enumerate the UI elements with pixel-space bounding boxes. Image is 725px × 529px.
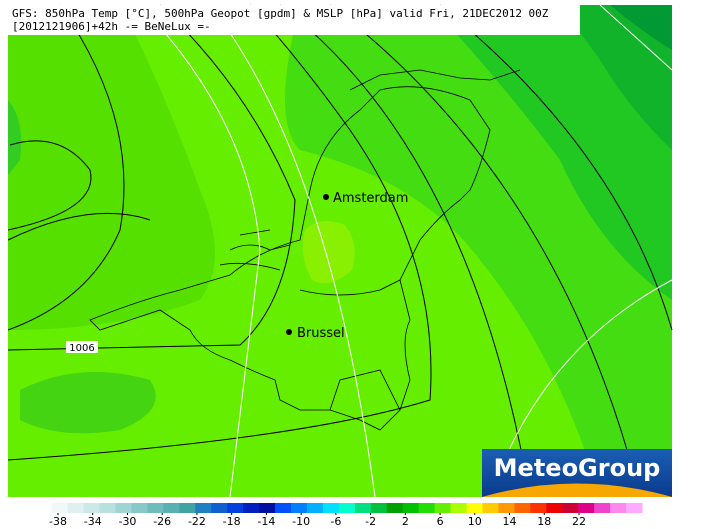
colorbar-swatch bbox=[259, 503, 276, 513]
colorbar-swatch bbox=[498, 503, 515, 513]
colorbar-swatch bbox=[115, 503, 132, 513]
colorbar-label: -30 bbox=[118, 515, 136, 528]
isobar-label-box bbox=[66, 341, 98, 353]
colorbar-swatch bbox=[179, 503, 196, 513]
colorbar-swatch bbox=[322, 503, 340, 513]
colorbar: -38 -34 -30 -26 -22 -18 -14 -10 -6 -2 2 6 10 14 18 22 bbox=[35, 503, 643, 528]
colorbar-swatch bbox=[338, 503, 356, 513]
temp-zone bbox=[430, 5, 672, 300]
colorbar-swatch bbox=[402, 503, 420, 513]
logo-arc bbox=[482, 483, 672, 497]
colorbar-swatch bbox=[99, 503, 116, 513]
colorbar-label: -22 bbox=[188, 515, 206, 528]
colorbar-swatch bbox=[35, 503, 53, 513]
colorbar-label: 14 bbox=[503, 515, 517, 528]
colorbar-label: 10 bbox=[468, 515, 482, 528]
colorbar-label: 6 bbox=[437, 515, 444, 528]
colorbar-swatch bbox=[211, 503, 228, 513]
colorbar-label: -2 bbox=[365, 515, 376, 528]
temp-zone bbox=[20, 372, 156, 434]
colorbar-swatch bbox=[51, 503, 69, 513]
colorbar-swatch bbox=[370, 503, 388, 513]
colorbar-label: -14 bbox=[257, 515, 275, 528]
colorbar-swatch bbox=[275, 503, 292, 513]
colorbar-label: -38 bbox=[49, 515, 67, 528]
city-label: Brussel bbox=[297, 326, 345, 341]
colorbar-swatch bbox=[562, 503, 579, 513]
temp-zone bbox=[610, 5, 672, 50]
temp-zone bbox=[302, 221, 355, 284]
colorbar-swatch bbox=[450, 503, 468, 513]
colorbar-label: -18 bbox=[223, 515, 241, 528]
temp-zone bbox=[8, 5, 215, 330]
colorbar-swatch bbox=[163, 503, 180, 513]
colorbar-label: -34 bbox=[84, 515, 102, 528]
city-marker bbox=[323, 194, 329, 200]
colorbar-swatch bbox=[243, 503, 260, 513]
temp-zone bbox=[8, 100, 22, 175]
colorbar-label: -10 bbox=[292, 515, 310, 528]
header-line: GFS: 850hPa Temp [°C], 500hPa Geopot [gp… bbox=[12, 7, 549, 20]
colorbar-label: -6 bbox=[330, 515, 341, 528]
colorbar-label: -26 bbox=[153, 515, 171, 528]
colorbar-label: 22 bbox=[572, 515, 586, 528]
logo: MeteoGroup bbox=[494, 454, 661, 482]
colorbar-swatch bbox=[466, 503, 483, 513]
colorbar-label: 2 bbox=[402, 515, 409, 528]
colorbar-swatch bbox=[514, 503, 531, 513]
city-marker bbox=[286, 329, 292, 335]
borders bbox=[89, 69, 521, 431]
colorbar-swatch bbox=[354, 503, 372, 513]
colorbar-swatch bbox=[147, 503, 164, 513]
colorbar-swatch bbox=[418, 503, 436, 513]
colorbar-swatch bbox=[530, 503, 547, 513]
colorbar-swatch bbox=[83, 503, 101, 513]
colorbar-swatch bbox=[386, 503, 404, 513]
city-label: Amsterdam bbox=[333, 191, 408, 206]
colorbar-swatch bbox=[227, 503, 244, 513]
colorbar-swatch bbox=[546, 503, 563, 513]
colorbar-label: 18 bbox=[537, 515, 551, 528]
colorbar-swatch bbox=[578, 503, 595, 513]
colorbar-swatch bbox=[434, 503, 452, 513]
isobar-label: 1006 bbox=[69, 343, 94, 354]
isolines bbox=[7, 4, 673, 498]
colorbar-swatch bbox=[626, 503, 643, 513]
header-line: [2012121906]+42h -= BeNeLux =- bbox=[12, 20, 211, 33]
colorbar-swatch bbox=[610, 503, 627, 513]
temp-zone bbox=[560, 5, 672, 150]
colorbar-swatch bbox=[306, 503, 324, 513]
header-box bbox=[8, 5, 580, 35]
colorbar-swatch bbox=[131, 503, 148, 513]
colorbar-swatch bbox=[594, 503, 611, 513]
colorbar-swatch bbox=[195, 503, 212, 513]
colorbar-swatch bbox=[291, 503, 308, 513]
colorbar-swatch bbox=[482, 503, 499, 513]
colorbar-swatch bbox=[67, 503, 85, 513]
